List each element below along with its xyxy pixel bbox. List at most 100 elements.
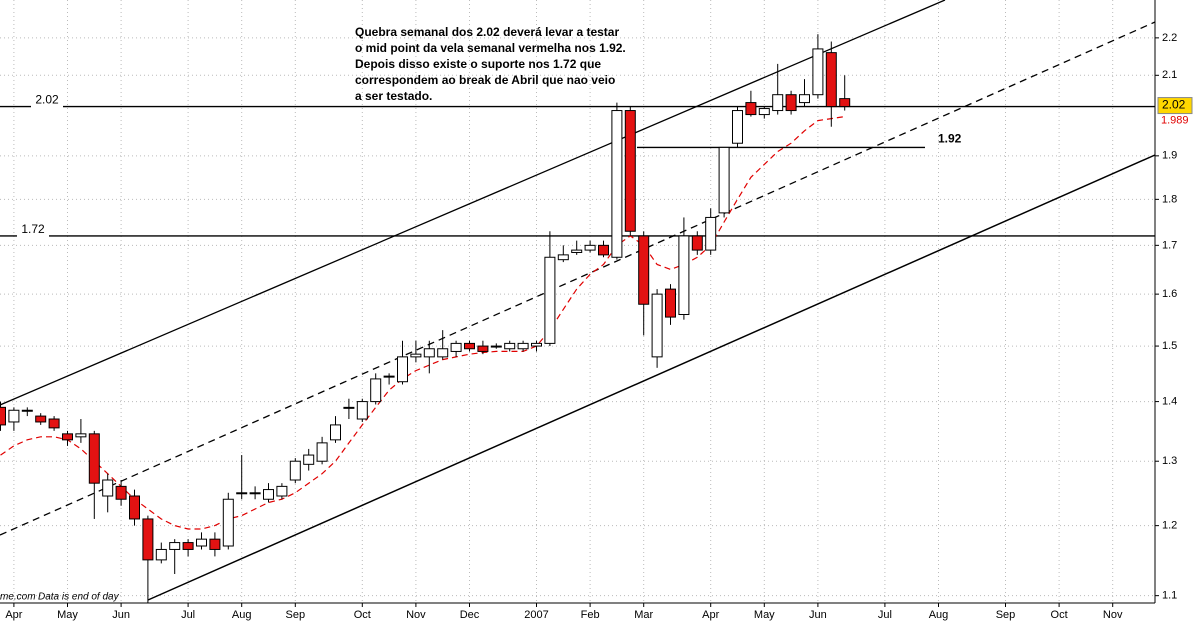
- moving-average: [0, 116, 845, 530]
- x-tick-label: Jun: [809, 609, 827, 621]
- candle-body: [115, 485, 127, 500]
- lower-trendline: [147, 154, 1156, 601]
- candle-body: [142, 518, 154, 561]
- annotation: Quebra semanal dos 2.02 deverá levar a t…: [355, 25, 626, 103]
- candle-body: [812, 48, 824, 96]
- x-tick-label: Nov: [406, 609, 426, 621]
- candle-body: [0, 406, 6, 426]
- ma-last-label: 1.989: [1161, 114, 1189, 126]
- candle-body: [169, 542, 181, 550]
- candle-body: [343, 406, 355, 409]
- candle-body: [611, 110, 623, 258]
- annotation-line: Depois disso existe o suporte nos 1.72 q…: [355, 57, 601, 71]
- upper-trendline: [0, 0, 946, 406]
- candle-body: [316, 442, 328, 462]
- y-tick-label: 1.2: [1162, 520, 1177, 532]
- y-tick-label: 1.3: [1162, 455, 1177, 467]
- candle-body: [196, 538, 207, 547]
- candle-body: [504, 342, 516, 350]
- level-label-bg: [31, 99, 63, 114]
- candle-body: [182, 542, 194, 550]
- candle-body: [370, 378, 382, 403]
- candle-body: [571, 249, 583, 253]
- candle-body: [450, 342, 462, 352]
- candle-body: [758, 108, 770, 116]
- candle-body: [477, 345, 489, 352]
- candle-body: [155, 548, 167, 561]
- candle-body: [745, 102, 757, 116]
- y-tick-label: 1.6: [1162, 288, 1177, 300]
- y-tick-label: 1.9: [1162, 150, 1177, 162]
- grid: [0, 0, 1155, 603]
- x-tick-label: Sep: [996, 609, 1016, 621]
- mid-trendline: [0, 21, 1156, 536]
- candle-body: [263, 489, 274, 500]
- candle-body: [490, 345, 502, 348]
- x-tick-label: Jul: [878, 609, 892, 621]
- candle-body: [691, 235, 703, 251]
- candle-body: [102, 479, 114, 497]
- candle-body: [624, 110, 636, 232]
- candle-body: [678, 235, 690, 316]
- last-price-label: 2.02: [1162, 98, 1186, 112]
- candle-body: [62, 433, 73, 441]
- candle-body: [21, 409, 33, 412]
- y-tick-label: 1.4: [1162, 395, 1177, 407]
- candle-body: [129, 495, 140, 520]
- candle-body: [584, 244, 596, 251]
- x-tick-label: 2007: [524, 609, 548, 621]
- x-tick-label: Apr: [5, 609, 22, 621]
- candle-body: [356, 401, 368, 420]
- candle-body: [383, 375, 395, 378]
- x-tick-label: Sep: [286, 609, 306, 621]
- candle-body: [88, 433, 100, 484]
- candle-body: [209, 538, 221, 550]
- x-tick-label: Oct: [1051, 609, 1068, 621]
- candle-body: [772, 94, 784, 112]
- x-tick-label: Jul: [181, 609, 195, 621]
- candle-body: [517, 342, 529, 350]
- candle-body: [397, 356, 408, 383]
- candle-body: [665, 288, 676, 318]
- x-tick-label: Oct: [354, 609, 371, 621]
- candle-body: [785, 94, 797, 112]
- candle-body: [651, 293, 663, 358]
- candle-body: [638, 235, 650, 305]
- candle-body: [289, 460, 301, 481]
- candle-body: [437, 348, 449, 358]
- candle-body: [222, 498, 234, 547]
- candle-body: [839, 98, 851, 108]
- candle-body: [825, 52, 837, 108]
- candle-body: [236, 492, 248, 495]
- candle-body: [35, 415, 47, 423]
- candle-body: [732, 110, 743, 144]
- level-label: 1.92: [938, 132, 962, 146]
- y-tick-label: 2.1: [1162, 69, 1177, 81]
- candle-body: [249, 492, 261, 495]
- x-tick-label: Aug: [232, 609, 252, 621]
- x-tick-label: Mar: [634, 609, 653, 621]
- x-tick-label: Aug: [929, 609, 949, 621]
- candle-body: [557, 254, 569, 261]
- candle-body: [531, 342, 542, 347]
- y-tick-label: 1.5: [1162, 340, 1177, 352]
- candle-body: [330, 424, 341, 441]
- note: Data is end of day: [38, 592, 120, 603]
- candle-body: [48, 418, 60, 429]
- x-tick-label: Feb: [581, 609, 600, 621]
- candle-body: [464, 342, 475, 350]
- annotation-line: Quebra semanal dos 2.02 deverá levar a t…: [355, 25, 619, 39]
- x-tick-label: Dec: [460, 609, 480, 621]
- candle-body: [303, 454, 315, 465]
- candle-body: [410, 353, 422, 358]
- candle-body: [8, 409, 20, 423]
- level-label-bg: [17, 228, 49, 243]
- annotation-line: correspondem ao break de Abril que nao v…: [355, 73, 615, 87]
- x-tick-label: Apr: [702, 609, 719, 621]
- x-tick-label: Nov: [1103, 609, 1123, 621]
- y-tick-label: 2.2: [1162, 32, 1177, 44]
- x-tick-label: May: [754, 609, 775, 621]
- x-tick-label: Jun: [112, 609, 130, 621]
